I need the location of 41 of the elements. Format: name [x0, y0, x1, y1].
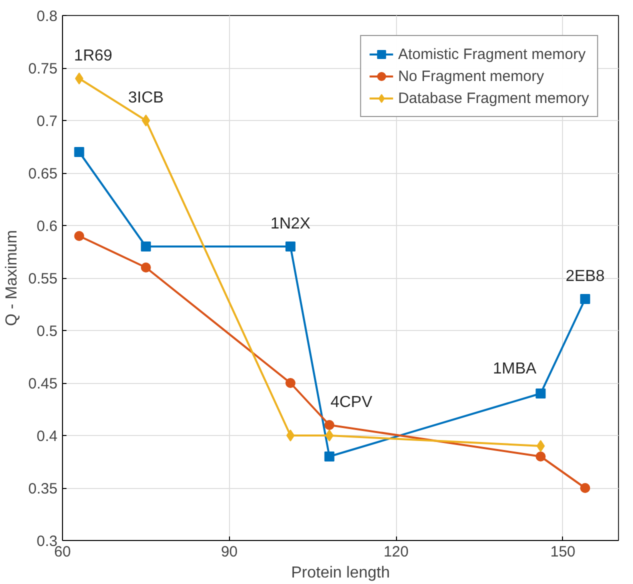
point	[324, 452, 334, 462]
x-tick-label: 90	[220, 544, 238, 560]
y-tick-label: 0.8	[36, 8, 58, 25]
point	[140, 262, 151, 272]
annotation: 4CPV	[330, 394, 373, 411]
annotation: 2EB8	[566, 268, 605, 285]
y-tick-label: 0.55	[28, 270, 58, 288]
x-tick-label: 120	[384, 544, 409, 560]
point	[285, 378, 296, 388]
annotation: 3ICB	[128, 90, 164, 106]
point	[324, 420, 334, 430]
point	[536, 440, 545, 452]
point	[286, 430, 295, 442]
legend-label: Database Fragment memory	[398, 90, 589, 106]
point	[142, 114, 150, 126]
x-tick-label: 150	[550, 544, 576, 560]
legend-label: Atomistic Fragment memory	[398, 46, 586, 62]
legend-label: No Fragment memory	[398, 68, 544, 84]
point	[580, 483, 590, 493]
point	[536, 388, 546, 398]
annotation: 1N2X	[270, 216, 311, 232]
point	[75, 72, 84, 84]
point	[74, 147, 84, 157]
y-tick-label: 0.5	[36, 323, 58, 340]
point	[536, 452, 546, 462]
y-tick-label: 0.7	[36, 113, 58, 130]
point	[325, 430, 334, 442]
x-axis-title: Protein length	[291, 564, 390, 582]
y-tick-label: 0.6	[36, 218, 58, 235]
y-tick-label: 0.4	[36, 428, 58, 445]
point	[580, 294, 590, 304]
point	[74, 231, 84, 241]
y-tick-label: 0.35	[28, 480, 58, 498]
annotation: 1R69	[74, 48, 112, 64]
y-tick-label: 0.65	[28, 166, 58, 182]
y-tick-label: 0.75	[28, 60, 58, 78]
point	[285, 242, 296, 252]
y-tick-label: 0.45	[28, 376, 58, 392]
point	[140, 242, 151, 252]
annotation: 1MBA	[492, 360, 537, 378]
y-axis-title: Q - Maximum	[3, 230, 20, 326]
